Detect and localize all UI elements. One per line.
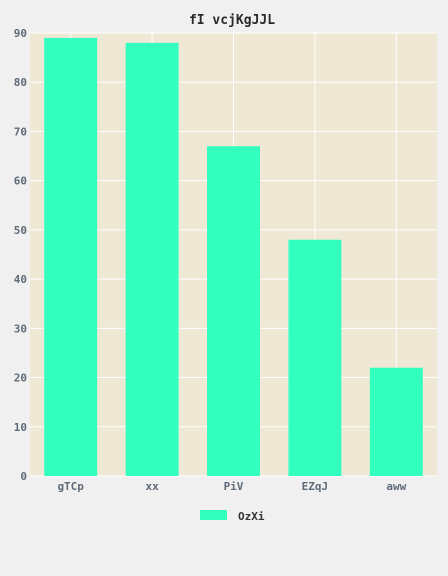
bar-EZqJ	[288, 239, 342, 476]
y-axis-ticks: 0 10 20 30 40 50 60 70 80 90	[14, 27, 27, 483]
bar-xx	[125, 42, 179, 476]
x-tick-label: EZqJ	[302, 480, 329, 493]
y-tick-label: 80	[14, 76, 27, 89]
y-tick-label: 60	[14, 175, 27, 188]
chart-title: fI vcjKgJJL	[189, 13, 275, 28]
legend: OzXi	[200, 510, 265, 523]
y-tick-label: 90	[14, 27, 27, 40]
y-tick-label: 0	[20, 470, 27, 483]
y-tick-label: 50	[14, 224, 27, 237]
x-axis-ticks: gTCp xx PiV EZqJ aww	[57, 480, 406, 493]
y-tick-label: 70	[14, 125, 27, 138]
bar-PiV	[207, 146, 260, 476]
x-tick-label: PiV	[224, 480, 244, 493]
bar-gTCp	[44, 37, 98, 477]
x-tick-label: xx	[145, 480, 159, 493]
x-tick-label: gTCp	[57, 480, 84, 493]
legend-swatch	[200, 510, 227, 520]
y-tick-label: 30	[14, 322, 27, 335]
x-tick-label: aww	[386, 480, 406, 493]
y-tick-label: 10	[14, 421, 27, 434]
y-tick-label: 40	[14, 273, 27, 286]
bars	[44, 37, 423, 477]
legend-label: OzXi	[238, 510, 265, 523]
y-tick-label: 20	[14, 372, 27, 385]
bar-aww	[369, 367, 423, 476]
